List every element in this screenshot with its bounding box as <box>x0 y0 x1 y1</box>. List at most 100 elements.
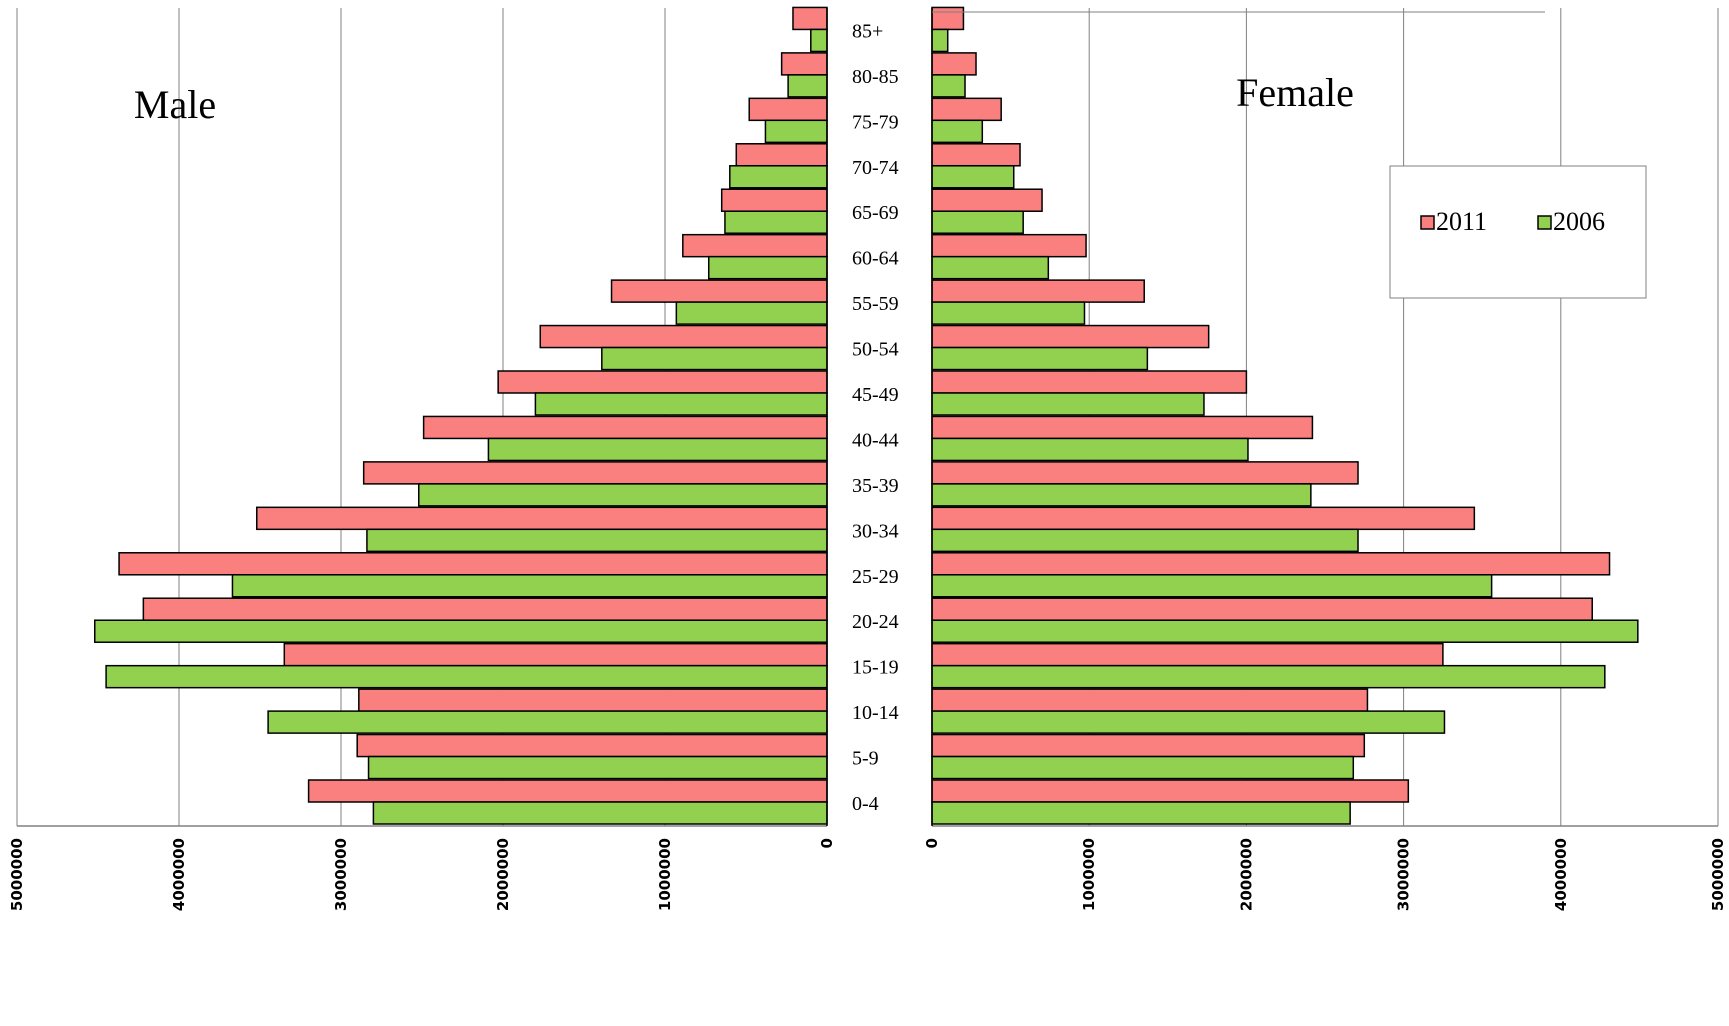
female-bar-2006-60-64 <box>931 255 1050 280</box>
category-label-80-85: 80-85 <box>852 66 899 88</box>
male-bar-2006-50-54 <box>601 346 828 371</box>
female-bar-2011-25-29 <box>931 552 1611 576</box>
male-bar-2006-75-79 <box>764 119 828 144</box>
female-bar-2011-70-74 <box>931 143 1021 167</box>
female-bar-2006-80-85 <box>931 74 966 98</box>
male-bar-2006-10-14 <box>267 710 828 734</box>
axes <box>17 8 1718 827</box>
male-bar-2011-5-9 <box>356 733 828 758</box>
category-label-60-64: 60-64 <box>852 248 899 270</box>
male-bar-2011-50-54 <box>539 324 828 349</box>
male-bar-2006-5-9 <box>367 755 828 780</box>
male-bar-2006-30-34 <box>366 528 828 553</box>
category-label-10-14: 10-14 <box>852 702 899 724</box>
female-bar-2006-50-54 <box>931 346 1149 371</box>
category-label-0-4: 0-4 <box>852 793 879 815</box>
male-bar-2006-0-4 <box>372 801 828 825</box>
female-bar-2011-60-64 <box>931 233 1087 258</box>
female-tick-label: 2000000 <box>1237 838 1255 911</box>
male-tick-label: 3000000 <box>332 838 350 911</box>
female-bar-2011-45-49 <box>931 370 1248 394</box>
male-bar-2011-35-39 <box>362 461 828 485</box>
male-bar-2011-85+ <box>792 6 828 31</box>
male-bar-2011-15-19 <box>283 642 828 667</box>
female-bar-2006-40-44 <box>931 437 1249 462</box>
male-bar-2011-70-74 <box>735 143 828 167</box>
category-label-15-19: 15-19 <box>852 657 899 679</box>
female-bar-2006-75-79 <box>931 119 984 144</box>
female-bar-2006-65-69 <box>931 210 1024 234</box>
male-bar-2006-20-24 <box>94 619 828 643</box>
male-bar-2006-45-49 <box>534 392 828 416</box>
female-tick-label: 3000000 <box>1395 838 1413 911</box>
male-bar-2011-45-49 <box>497 370 828 394</box>
category-label-55-59: 55-59 <box>852 293 899 315</box>
labels: 0 1000000 2000000 3000000 4000000 5000000 Male… <box>8 20 1727 911</box>
male-bar-2006-25-29 <box>231 574 828 598</box>
female-bar-2006-20-24 <box>931 619 1639 643</box>
category-label-20-24: 20-24 <box>852 611 899 633</box>
male-bar-2006-65-69 <box>724 210 828 234</box>
male-bar-2006-60-64 <box>707 255 828 280</box>
female-bar-2011-85+ <box>931 6 965 31</box>
female-bar-2011-0-4 <box>931 779 1410 803</box>
category-label-25-29: 25-29 <box>852 566 899 588</box>
male-panel-title: Male <box>134 82 216 127</box>
male-tick-label: 4000000 <box>170 838 188 911</box>
female-bar-2006-30-34 <box>931 528 1359 553</box>
male-bar-2011-10-14 <box>358 688 828 712</box>
male-tick-label: 1000000 <box>656 838 674 911</box>
female-bar-2011-40-44 <box>931 415 1314 440</box>
female-bar-2006-10-14 <box>931 710 1446 734</box>
female-bar-2011-20-24 <box>931 597 1593 621</box>
female-tick-label: 5000000 <box>1709 838 1727 911</box>
category-label-5-9: 5-9 <box>852 748 879 770</box>
bars <box>94 6 1639 825</box>
female-bar-2011-15-19 <box>931 642 1444 667</box>
category-label-85+: 85+ <box>852 20 883 42</box>
category-label-75-79: 75-79 <box>852 111 899 133</box>
female-bar-2011-5-9 <box>931 733 1366 758</box>
male-tick-label: 2000000 <box>494 838 512 911</box>
male-bar-2011-0-4 <box>307 779 828 803</box>
male-tick-label: 5000000 <box>8 838 26 911</box>
female-bar-2011-65-69 <box>931 188 1043 212</box>
female-bar-2006-45-49 <box>931 392 1205 416</box>
female-bar-2006-85+ <box>931 28 949 53</box>
female-bar-2011-10-14 <box>931 688 1369 712</box>
female-bar-2011-75-79 <box>931 97 1002 122</box>
male-bar-2011-65-69 <box>720 188 828 212</box>
female-bar-2006-15-19 <box>931 664 1606 689</box>
female-tick-label: 0 <box>923 838 941 848</box>
female-bar-2011-50-54 <box>931 324 1210 349</box>
female-tick-label: 4000000 <box>1552 838 1570 911</box>
female-bar-2006-35-39 <box>931 483 1312 507</box>
female-bar-2006-0-4 <box>931 801 1351 825</box>
category-label-65-69: 65-69 <box>852 202 899 224</box>
male-bar-2011-55-59 <box>610 279 828 303</box>
male-bar-2011-75-79 <box>748 97 828 122</box>
legend-swatch-2006 <box>1537 215 1552 230</box>
female-bar-2011-35-39 <box>931 461 1359 485</box>
category-label-35-39: 35-39 <box>852 475 899 497</box>
male-bar-2011-40-44 <box>422 415 828 440</box>
female-bar-2011-30-34 <box>931 506 1476 531</box>
female-bar-2006-25-29 <box>931 574 1493 598</box>
legend-label-2011: 2011 <box>1436 207 1487 236</box>
legend: 2011 2006 <box>1389 165 1647 299</box>
male-bar-2006-70-74 <box>729 165 828 189</box>
category-label-45-49: 45-49 <box>852 384 899 406</box>
male-bar-2006-40-44 <box>487 437 828 462</box>
male-bar-2006-80-85 <box>787 74 828 98</box>
category-label-40-44: 40-44 <box>852 429 899 451</box>
legend-label-2006: 2006 <box>1553 207 1605 236</box>
female-bar-2011-80-85 <box>931 52 977 76</box>
male-bar-2006-85+ <box>810 28 828 53</box>
category-label-30-34: 30-34 <box>852 520 899 542</box>
male-bar-2011-25-29 <box>118 552 828 576</box>
male-bar-2006-55-59 <box>675 301 828 325</box>
female-bar-2011-55-59 <box>931 279 1145 303</box>
male-bar-2006-35-39 <box>418 483 828 507</box>
